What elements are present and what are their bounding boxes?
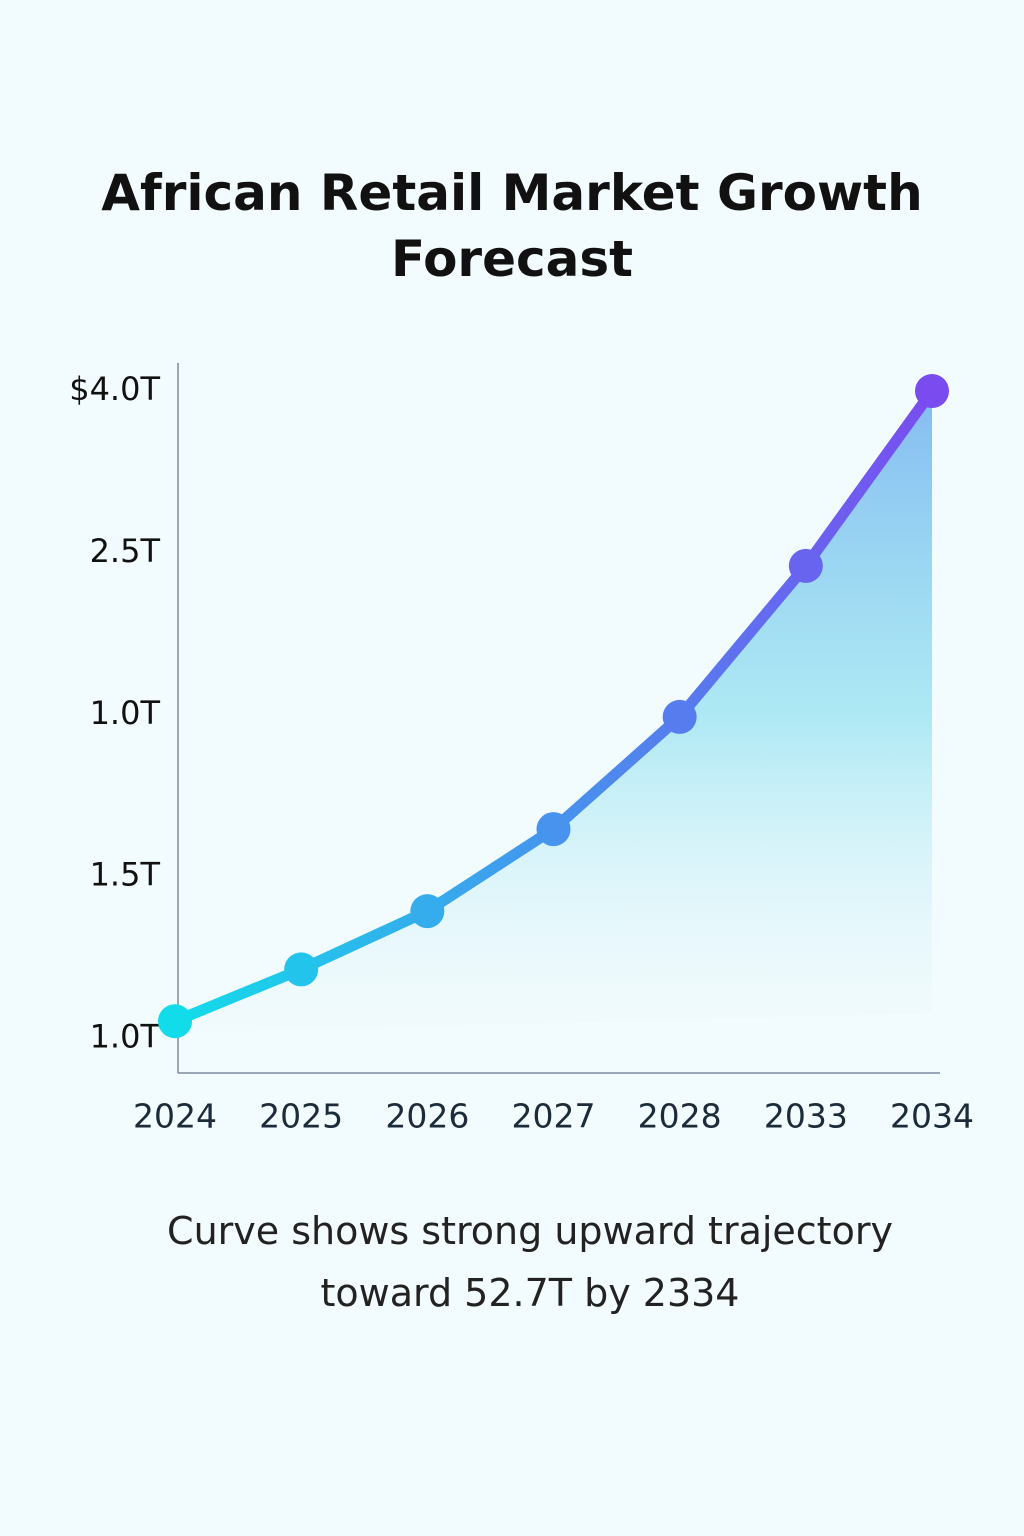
point [662,699,697,734]
x-tick-label: 2024 [133,1097,217,1136]
y-tick-label: 2.5T [90,532,161,570]
point [284,952,319,987]
chart-subtitle: Curve shows strong upward trajectory tow… [167,1209,893,1315]
point [915,374,949,409]
y-tick-label: 1.0T [90,1017,161,1055]
point [788,548,823,583]
x-tick-label: 2026 [385,1097,469,1136]
point [536,812,571,847]
point [410,894,445,929]
chart-title: African Retail Market Growth Forecast [101,164,923,288]
y-tick-label: 1.5T [90,856,161,894]
x-tick-label: 2027 [512,1097,596,1136]
y-tick-label: 1.0T [90,694,161,732]
y-tick-label: $4.0T [69,370,160,408]
x-tick-label: 2028 [638,1097,722,1136]
x-tick-label: 2034 [890,1097,974,1136]
title-box: African Retail Market Growth Forecast [101,164,923,288]
area [175,391,932,1034]
subtitle-box: Curve shows strong upward trajectory tow… [167,1209,893,1315]
point [158,1004,192,1039]
x-tick-label: 2025 [259,1097,343,1136]
x-tick-label: 2033 [764,1097,848,1136]
